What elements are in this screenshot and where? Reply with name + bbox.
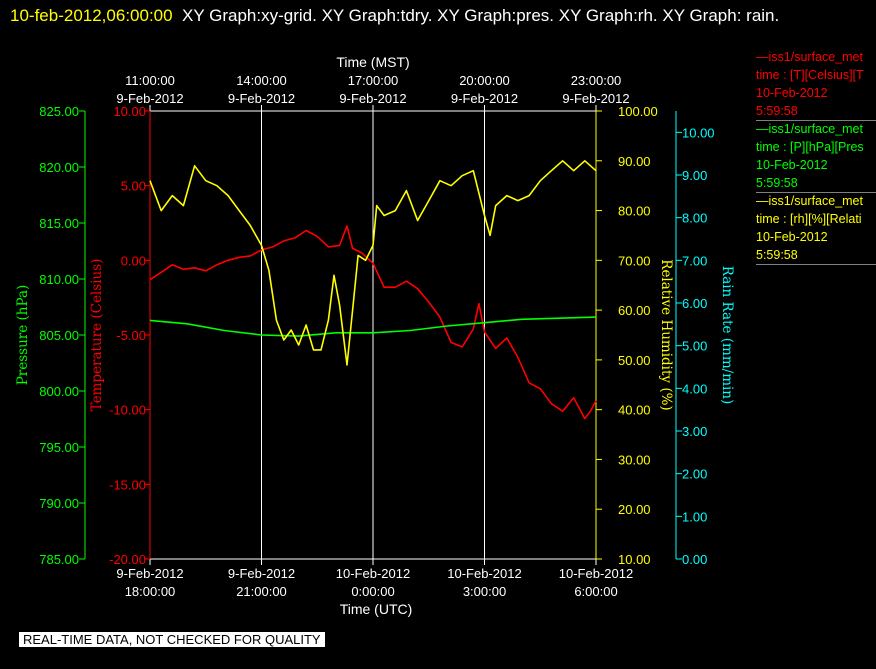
rain-tick-label: 7.00 [682,253,707,268]
pressure-series-line [149,316,597,337]
temperature-tick-label: -5.00 [116,328,146,343]
x-top-tick-time: 17:00:00 [348,73,399,88]
x-bottom-tick-time: 21:00:00 [236,584,287,599]
legend-date: 10-Feb-2012 [756,230,828,244]
legend-line: —iss1/surface_met [756,50,863,64]
x-top-tick-date: 9-Feb-2012 [228,91,295,106]
legend-desc: time : [P][hPa][Pres [756,140,864,154]
timestamp: 10-feb-2012,06:00:00 [10,6,173,25]
x-bottom-tick-date: 10-Feb-2012 [447,566,521,581]
x-top-tick-time: 20:00:00 [459,73,510,88]
pressure-tick-label: 795.00 [39,440,79,455]
rain-tick-label: 10.00 [682,125,715,140]
humidity-tick-label: 40.00 [618,403,651,418]
legend-line: —iss1/surface_met [756,194,863,208]
rain-tick-label: 4.00 [682,381,707,396]
temperature-tick-label: 5.00 [121,179,146,194]
x-top-tick-time: 14:00:00 [236,73,287,88]
x-bottom-tick-date: 10-Feb-2012 [336,566,410,581]
rain-tick-label: 5.00 [682,339,707,354]
humidity-tick-label: 80.00 [618,204,651,219]
x-bottom-tick-time: 0:00:00 [351,584,394,599]
humidity-tick-label: 60.00 [618,303,651,318]
x-top-tick-time: 23:00:00 [571,73,622,88]
x-top-tick-date: 9-Feb-2012 [116,91,183,106]
legend-date: 10-Feb-2012 [756,158,828,172]
rain-tick-label: 2.00 [682,467,707,482]
rain-tick-label: 0.00 [682,552,707,567]
x-bottom-tick-time: 3:00:00 [463,584,506,599]
legend-time: 5:59:58 [756,104,798,118]
rain-tick-label: 8.00 [682,211,707,226]
rain-axis-title: Rain Rate (mm/min) [719,266,735,405]
x-bottom-axis-title: Time (UTC) [340,601,413,617]
temperature-tick-label: 0.00 [121,253,146,268]
humidity-tick-label: 50.00 [618,353,651,368]
graph-list: XY Graph:xy-grid. XY Graph:tdry. XY Grap… [182,6,780,25]
x-bottom-tick-date: 10-Feb-2012 [559,566,633,581]
humidity-series-line [149,160,597,366]
pressure-tick-label: 825.00 [39,104,79,119]
temperature-tick-label: 10.00 [113,104,146,119]
humidity-tick-label: 10.00 [618,552,651,567]
legend-desc: time : [T][Celsius][T [756,68,864,82]
temperature-axis-title: Temperature (Celsius) [89,259,105,412]
graph-title: 10-feb-2012,06:00:00 XY Graph:xy-grid. X… [10,1,860,30]
temperature-tick-label: -20.00 [109,552,146,567]
temperature-series-line [149,225,597,420]
legend-line: —iss1/surface_met [756,122,863,136]
quality-warning: REAL-TIME DATA, NOT CHECKED FOR QUALITY [19,632,325,647]
humidity-tick-label: 70.00 [618,253,651,268]
humidity-tick-label: 20.00 [618,502,651,517]
humidity-tick-label: 30.00 [618,452,651,467]
pressure-tick-label: 790.00 [39,496,79,511]
x-bottom-tick-time: 6:00:00 [574,584,617,599]
temperature-tick-label: -15.00 [109,477,146,492]
temperature-tick-label: -10.00 [109,403,146,418]
pressure-tick-label: 815.00 [39,216,79,231]
humidity-axis-title: Relative Humidity (%) [658,259,674,410]
x-bottom-tick-time: 18:00:00 [125,584,176,599]
legend-time: 5:59:58 [756,248,798,262]
legend-date: 10-Feb-2012 [756,86,828,100]
x-top-tick-time: 11:00:00 [125,73,175,88]
x-top-tick-date: 9-Feb-2012 [562,91,629,106]
x-bottom-tick-date: 9-Feb-2012 [116,566,183,581]
pressure-axis-title: Pressure (hPa) [15,285,31,386]
pressure-tick-label: 820.00 [39,160,79,175]
rain-tick-label: 9.00 [682,168,707,183]
pressure-tick-label: 785.00 [39,552,79,567]
legend-time: 5:59:58 [756,176,798,190]
pressure-tick-label: 800.00 [39,384,79,399]
x-bottom-tick-date: 9-Feb-2012 [228,566,295,581]
humidity-tick-label: 100.00 [618,104,658,119]
pressure-tick-label: 810.00 [39,272,79,287]
rain-tick-label: 3.00 [682,424,707,439]
x-top-axis-title: Time (MST) [336,54,409,70]
rain-tick-label: 1.00 [682,509,707,524]
x-top-tick-date: 9-Feb-2012 [339,91,406,106]
x-top-tick-date: 9-Feb-2012 [451,91,518,106]
pressure-tick-label: 805.00 [39,328,79,343]
rain-tick-label: 6.00 [682,296,707,311]
legend-desc: time : [rh][%][Relati [756,212,862,226]
humidity-tick-label: 90.00 [618,154,651,169]
